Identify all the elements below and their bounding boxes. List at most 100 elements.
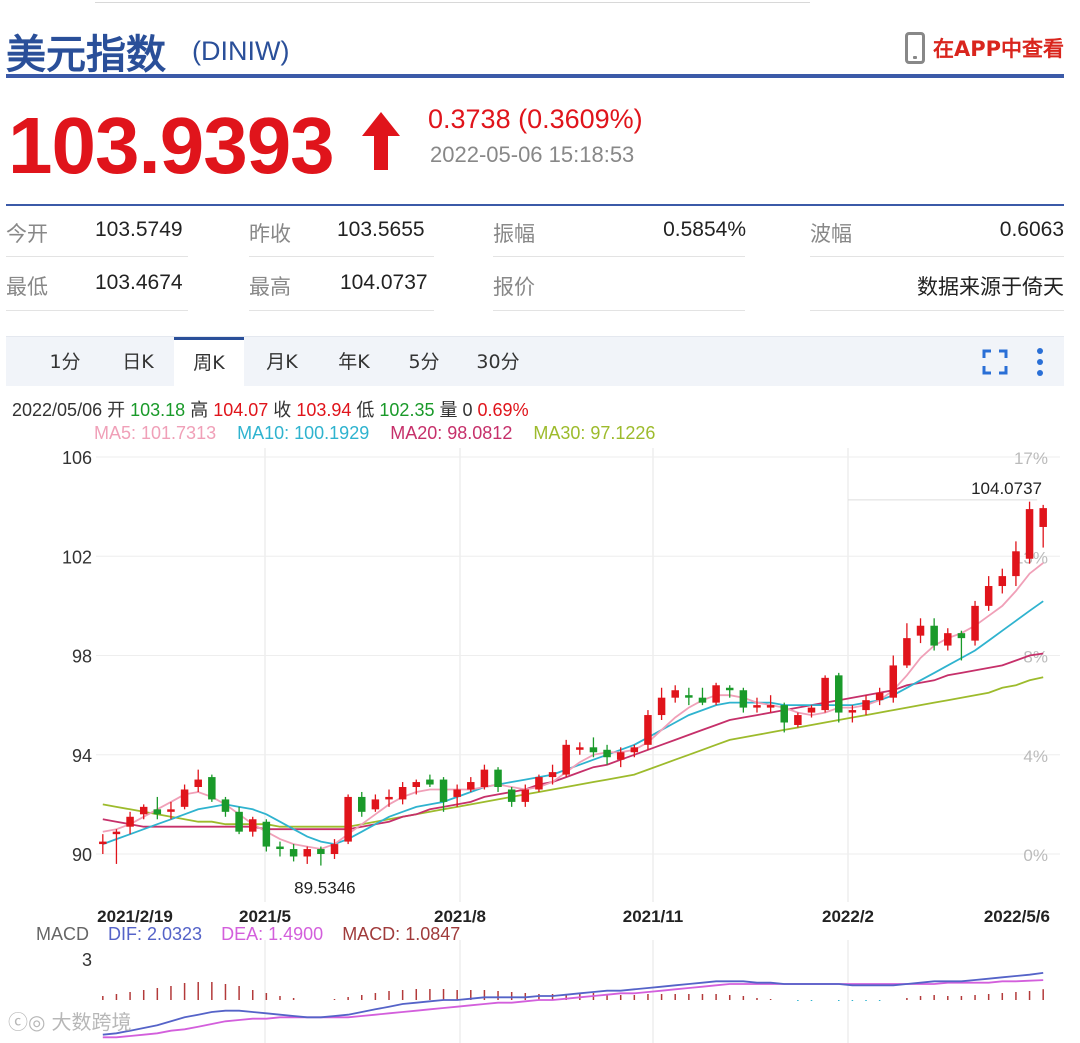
candle-body bbox=[562, 744, 570, 775]
candle-body bbox=[739, 690, 748, 708]
more-options-icon[interactable] bbox=[1036, 347, 1044, 377]
candle-body bbox=[685, 695, 693, 698]
ohlc-change-pct: 0.69% bbox=[477, 400, 529, 420]
arrow-up-icon bbox=[362, 112, 400, 170]
candle-body bbox=[957, 633, 966, 639]
candle-body bbox=[698, 697, 707, 703]
candle-body bbox=[971, 605, 979, 641]
candle-body bbox=[167, 809, 175, 812]
candle-body bbox=[289, 849, 298, 857]
fullscreen-icon[interactable] bbox=[982, 349, 1008, 375]
candle-body bbox=[712, 685, 720, 703]
tab-daily[interactable]: 日K bbox=[122, 351, 154, 373]
candle-body bbox=[903, 638, 911, 666]
wave-label: 波幅 bbox=[810, 222, 852, 246]
candle-body bbox=[780, 705, 788, 723]
tab-weekly[interactable]: 周K bbox=[174, 337, 244, 387]
amplitude-value: 0.5854% bbox=[663, 218, 746, 241]
candle-body bbox=[248, 819, 257, 832]
candle-body bbox=[358, 796, 366, 812]
header-divider bbox=[6, 74, 1064, 78]
candle-body bbox=[1039, 508, 1047, 527]
candle-body bbox=[262, 821, 271, 847]
ma5-line bbox=[102, 562, 1044, 850]
candle-body bbox=[944, 633, 952, 646]
candle-body bbox=[916, 625, 925, 636]
candle-body bbox=[984, 586, 993, 606]
quote-label: 报价 bbox=[493, 275, 535, 299]
candle-body bbox=[426, 779, 434, 785]
high-label: 最高 bbox=[249, 275, 291, 299]
stat-divider bbox=[810, 256, 1064, 257]
pct-tick-label: 8% bbox=[1023, 648, 1048, 667]
ohlc-date: 2022/05/06 bbox=[12, 400, 103, 420]
candle-body bbox=[126, 816, 134, 827]
candle-body bbox=[276, 846, 284, 850]
candle-body bbox=[862, 700, 870, 711]
ohlc-open: 103.18 bbox=[130, 400, 186, 420]
dea-legend: DEA: 1.4900 bbox=[221, 924, 324, 944]
y-tick-label: 94 bbox=[72, 746, 92, 766]
dif-line bbox=[102, 972, 1044, 1036]
ohlc-readout: 2022/05/06 开 103.18 高 104.07 收 103.94 低 … bbox=[12, 396, 529, 422]
tab-monthly[interactable]: 月K bbox=[266, 351, 298, 373]
volume-label: 量 bbox=[439, 400, 458, 420]
stats-grid: 今开 103.5749 昨收 103.5655 振幅 0.5854% 波幅 0.… bbox=[6, 204, 1064, 314]
high-value: 104.0737 bbox=[340, 271, 428, 294]
ma30-legend: MA30: 97.1226 bbox=[533, 423, 656, 443]
page-title: 美元指数 bbox=[6, 32, 166, 78]
x-tick-label: 2022/2 bbox=[822, 907, 874, 926]
ohlc-low: 102.35 bbox=[379, 400, 435, 420]
tab-1min[interactable]: 1分 bbox=[49, 351, 81, 373]
tab-30min[interactable]: 30分 bbox=[476, 351, 520, 373]
candle-body bbox=[494, 769, 502, 788]
candle-body bbox=[99, 841, 107, 845]
symbol-code: (DINIW) bbox=[192, 36, 290, 66]
stat-divider bbox=[249, 310, 434, 311]
candle-body bbox=[630, 747, 639, 753]
candle-body bbox=[303, 849, 311, 857]
stat-divider bbox=[249, 256, 434, 257]
macd-chart[interactable]: 3 bbox=[0, 940, 1080, 1043]
tab-yearly[interactable]: 年K bbox=[338, 351, 370, 373]
tab-5min[interactable]: 5分 bbox=[408, 351, 440, 373]
low-label: 最低 bbox=[6, 275, 48, 299]
phone-icon bbox=[904, 32, 925, 64]
open-in-app-link[interactable]: 在APP中查看 bbox=[904, 32, 1064, 64]
prev-close-label: 昨收 bbox=[249, 222, 291, 246]
candle-body bbox=[807, 707, 816, 713]
stat-divider bbox=[6, 256, 188, 257]
candle-body bbox=[821, 677, 829, 711]
candle-body bbox=[616, 752, 625, 760]
candle-body bbox=[753, 705, 761, 708]
macd-legend: MACD DIF: 2.0323 DEA: 1.4900 MACD: 1.084… bbox=[36, 924, 474, 945]
low-annotation: 89.5346 bbox=[294, 879, 355, 898]
open-label: 开 bbox=[107, 400, 126, 420]
x-tick-label: 2021/8 bbox=[434, 907, 486, 926]
ma10-legend: MA10: 100.1929 bbox=[237, 423, 370, 443]
candle-body bbox=[576, 747, 584, 750]
candle-body bbox=[794, 715, 802, 725]
candle-body bbox=[998, 576, 1007, 587]
pct-tick-label: 17% bbox=[1014, 449, 1048, 468]
candle-body bbox=[112, 831, 121, 835]
candle-body bbox=[480, 769, 489, 788]
candle-body bbox=[1025, 509, 1034, 559]
candle-body bbox=[398, 787, 407, 800]
high-label: 高 bbox=[190, 400, 209, 420]
candle-body bbox=[330, 844, 339, 854]
candle-body bbox=[535, 777, 543, 790]
current-price: 103.9393 bbox=[8, 101, 335, 190]
candlestick-chart[interactable]: 10617%10213%988%944%900%104.073789.53462… bbox=[0, 440, 1080, 930]
y-tick-label: 90 bbox=[72, 845, 92, 865]
candle-body bbox=[180, 789, 189, 807]
candle-body bbox=[875, 692, 884, 701]
candle-body bbox=[603, 749, 611, 758]
open-value: 103.5749 bbox=[95, 218, 183, 241]
data-source: 数据来源于倚天 bbox=[917, 275, 1064, 299]
ma20-legend: MA20: 98.0812 bbox=[390, 423, 513, 443]
ma10-line bbox=[102, 600, 1044, 846]
dea-line bbox=[102, 979, 1044, 1039]
x-tick-label: 2021/11 bbox=[623, 907, 684, 926]
candle-body bbox=[930, 625, 938, 646]
